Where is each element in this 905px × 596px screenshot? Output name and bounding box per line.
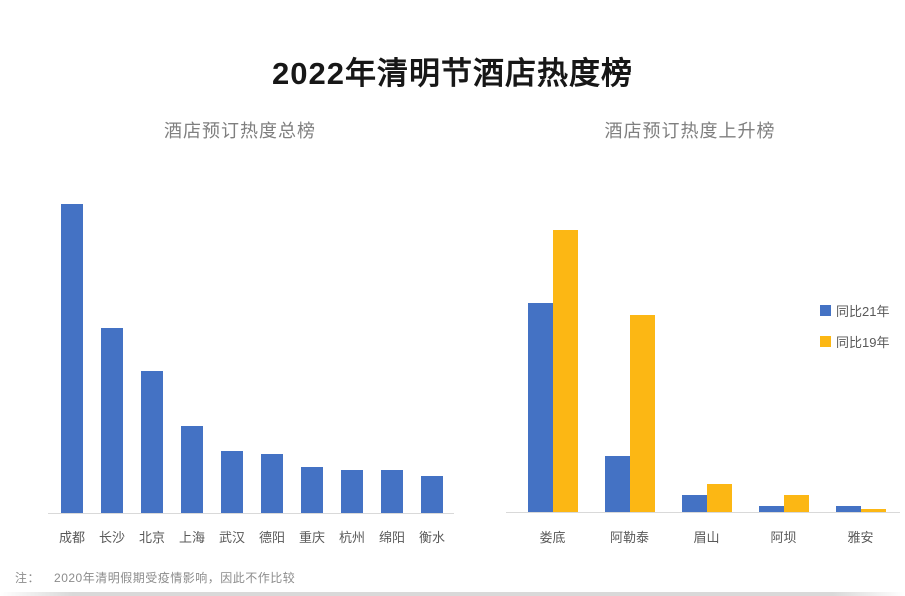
x-label-武汉: 武汉 — [218, 530, 245, 545]
bar-group-武汉 — [212, 204, 252, 513]
bar-酒店预订热度-衡水 — [421, 475, 443, 513]
bar-group-阿勒泰 — [591, 230, 668, 512]
bar-group-绵阳 — [372, 204, 412, 513]
bar-酒店预订热度-成都 — [61, 204, 83, 513]
chart-rising-x-labels: 娄底 阿勒泰 眉山 阿坝 雅安 — [514, 527, 899, 546]
x-label-雅安: 雅安 — [847, 530, 874, 545]
bar-同比19年-阿坝 — [783, 495, 809, 512]
bar-酒店预订热度-武汉 — [221, 451, 243, 513]
x-label-成都: 成都 — [58, 530, 85, 545]
legend-label-yoy-2021: 同比21年 — [836, 304, 890, 319]
footnote: 注： 2020年清明假期受疫情影响，因此不作比较 — [15, 569, 295, 586]
bar-同比19年-阿勒泰 — [629, 314, 655, 512]
bar-酒店预订热度-重庆 — [301, 466, 323, 513]
bar-group-重庆 — [292, 204, 332, 513]
bar-酒店预订热度-上海 — [181, 426, 203, 513]
x-label-长沙: 长沙 — [98, 530, 125, 545]
bar-group-雅安 — [822, 230, 899, 512]
bar-group-娄底 — [514, 230, 591, 512]
x-label-北京: 北京 — [138, 530, 165, 545]
chart-total-title: 酒店预订热度总榜 — [164, 121, 316, 141]
page-title: 2022年清明节酒店热度榜 — [272, 56, 633, 91]
x-label-阿坝: 阿坝 — [770, 530, 797, 545]
x-label-德阳: 德阳 — [258, 530, 285, 545]
bar-酒店预订热度-德阳 — [261, 454, 283, 513]
x-label-阿勒泰: 阿勒泰 — [609, 530, 649, 545]
bar-同比21年-娄底 — [527, 303, 553, 512]
bar-group-长沙 — [92, 204, 132, 513]
chart-rising-x-axis — [506, 512, 900, 513]
legend: 同比21年 同比19年 — [820, 301, 889, 351]
footnote-text: 2020年清明假期受疫情影响，因此不作比较 — [54, 571, 296, 585]
bar-酒店预订热度-北京 — [141, 370, 163, 513]
bar-同比21年-雅安 — [835, 506, 861, 512]
chart-total-x-axis — [48, 513, 454, 514]
legend-label-yoy-2019: 同比19年 — [836, 335, 890, 350]
chart-total-plot — [52, 204, 452, 513]
chart-rising-plot — [514, 230, 899, 512]
legend-item-yoy-2019: 同比19年 — [820, 332, 889, 351]
chart-total-x-labels: 成都 长沙 北京 上海 武汉 德阳 重庆 杭州 绵阳 衡水 — [52, 527, 452, 546]
bar-group-阿坝 — [745, 230, 822, 512]
bar-同比21年-眉山 — [681, 495, 707, 512]
x-label-眉山: 眉山 — [693, 530, 720, 545]
x-label-绵阳: 绵阳 — [378, 530, 405, 545]
bar-group-上海 — [172, 204, 212, 513]
x-label-重庆: 重庆 — [298, 530, 325, 545]
bar-同比19年-眉山 — [706, 483, 732, 512]
legend-swatch-blue-icon — [820, 305, 831, 316]
bar-group-成都 — [52, 204, 92, 513]
bar-同比21年-阿勒泰 — [604, 455, 630, 512]
bar-酒店预订热度-长沙 — [101, 327, 123, 513]
bar-group-杭州 — [332, 204, 372, 513]
bar-酒店预订热度-绵阳 — [381, 469, 403, 513]
x-label-杭州: 杭州 — [338, 530, 365, 545]
bottom-edge-divider — [0, 592, 905, 596]
bar-同比19年-雅安 — [860, 509, 886, 512]
chart-rising-title: 酒店预订热度上升榜 — [604, 121, 776, 141]
footnote-prefix: 注： — [15, 571, 41, 585]
bar-同比19年-娄底 — [552, 230, 578, 512]
bar-group-德阳 — [252, 204, 292, 513]
legend-item-yoy-2021: 同比21年 — [820, 301, 889, 320]
bar-同比21年-阿坝 — [758, 506, 784, 512]
x-label-衡水: 衡水 — [418, 530, 445, 545]
x-label-上海: 上海 — [178, 530, 205, 545]
bar-group-北京 — [132, 204, 172, 513]
bar-酒店预订热度-杭州 — [341, 469, 363, 513]
legend-swatch-yellow-icon — [820, 336, 831, 347]
bar-group-衡水 — [412, 204, 452, 513]
x-label-娄底: 娄底 — [539, 530, 566, 545]
bar-group-眉山 — [668, 230, 745, 512]
